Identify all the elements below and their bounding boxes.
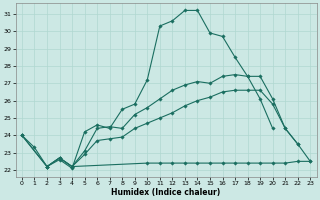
X-axis label: Humidex (Indice chaleur): Humidex (Indice chaleur) xyxy=(111,188,221,197)
